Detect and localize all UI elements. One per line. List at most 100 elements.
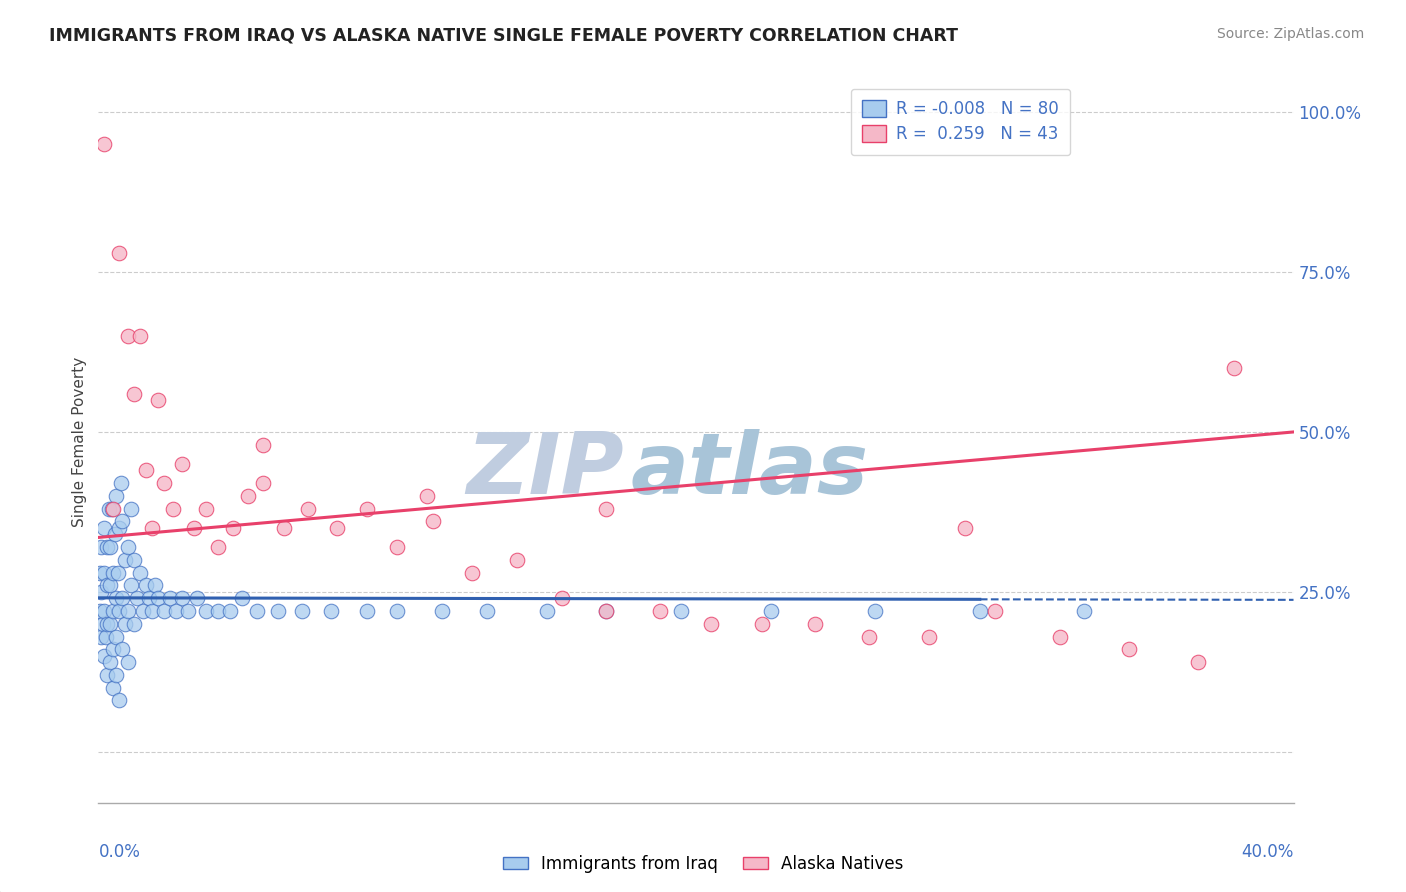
Point bbox=[108, 246, 131, 260]
Point bbox=[165, 604, 187, 618]
Point bbox=[105, 630, 128, 644]
Legend: Immigrants from Iraq, Alaska Natives: Immigrants from Iraq, Alaska Natives bbox=[496, 848, 910, 880]
Point bbox=[89, 604, 111, 618]
Text: 40.0%: 40.0% bbox=[1241, 843, 1294, 861]
Point bbox=[219, 604, 242, 618]
Point bbox=[595, 604, 617, 618]
Point bbox=[650, 604, 672, 618]
Point bbox=[669, 604, 692, 618]
Point bbox=[129, 329, 152, 343]
Point bbox=[117, 604, 139, 618]
Point bbox=[273, 521, 295, 535]
Point bbox=[101, 501, 124, 516]
Point bbox=[103, 604, 125, 618]
Point bbox=[172, 457, 194, 471]
Point bbox=[222, 521, 245, 535]
Point bbox=[90, 540, 112, 554]
Point bbox=[120, 578, 142, 592]
Point bbox=[93, 648, 115, 663]
Point bbox=[953, 521, 976, 535]
Point bbox=[90, 630, 112, 644]
Point bbox=[595, 501, 617, 516]
Point bbox=[96, 668, 118, 682]
Point bbox=[103, 566, 125, 580]
Point bbox=[103, 642, 125, 657]
Point bbox=[96, 578, 118, 592]
Point bbox=[120, 501, 142, 516]
Legend: R = -0.008   N = 80, R =  0.259   N = 43: R = -0.008 N = 80, R = 0.259 N = 43 bbox=[851, 88, 1070, 155]
Point bbox=[107, 566, 129, 580]
Text: 0.0%: 0.0% bbox=[98, 843, 141, 861]
Point bbox=[153, 476, 176, 491]
Point bbox=[111, 591, 134, 606]
Point bbox=[108, 693, 131, 707]
Point bbox=[135, 463, 157, 477]
Point bbox=[93, 604, 115, 618]
Point bbox=[984, 604, 1007, 618]
Point bbox=[141, 521, 163, 535]
Text: IMMIGRANTS FROM IRAQ VS ALASKA NATIVE SINGLE FEMALE POVERTY CORRELATION CHART: IMMIGRANTS FROM IRAQ VS ALASKA NATIVE SI… bbox=[49, 27, 959, 45]
Point bbox=[96, 616, 118, 631]
Point bbox=[132, 604, 155, 618]
Point bbox=[858, 630, 880, 644]
Point bbox=[127, 591, 149, 606]
Point bbox=[104, 527, 127, 541]
Y-axis label: Single Female Poverty: Single Female Poverty bbox=[72, 357, 87, 526]
Point bbox=[759, 604, 782, 618]
Point bbox=[430, 604, 453, 618]
Point bbox=[98, 655, 122, 669]
Point bbox=[1049, 630, 1071, 644]
Point bbox=[321, 604, 343, 618]
Point bbox=[114, 553, 136, 567]
Point bbox=[865, 604, 887, 618]
Point bbox=[98, 540, 122, 554]
Point bbox=[195, 501, 218, 516]
Point bbox=[89, 566, 111, 580]
Point bbox=[105, 489, 128, 503]
Point bbox=[94, 630, 117, 644]
Point bbox=[416, 489, 439, 503]
Text: ZIP: ZIP bbox=[467, 429, 624, 512]
Point bbox=[97, 501, 120, 516]
Point bbox=[236, 489, 259, 503]
Point bbox=[124, 616, 146, 631]
Point bbox=[103, 501, 125, 516]
Point bbox=[159, 591, 181, 606]
Point bbox=[195, 604, 218, 618]
Point bbox=[103, 681, 125, 695]
Point bbox=[93, 137, 115, 152]
Point bbox=[356, 604, 378, 618]
Point bbox=[550, 591, 572, 606]
Point bbox=[1118, 642, 1140, 657]
Point bbox=[231, 591, 253, 606]
Point bbox=[252, 438, 274, 452]
Point bbox=[172, 591, 194, 606]
Point bbox=[96, 540, 118, 554]
Point bbox=[422, 515, 444, 529]
Point bbox=[129, 566, 152, 580]
Point bbox=[291, 604, 314, 618]
Point bbox=[326, 521, 349, 535]
Point bbox=[804, 616, 827, 631]
Point bbox=[506, 553, 529, 567]
Point bbox=[117, 655, 139, 669]
Point bbox=[969, 604, 991, 618]
Point bbox=[252, 476, 274, 491]
Point bbox=[177, 604, 200, 618]
Point bbox=[105, 591, 128, 606]
Point bbox=[186, 591, 208, 606]
Point bbox=[117, 329, 139, 343]
Point bbox=[148, 392, 170, 407]
Point bbox=[153, 604, 176, 618]
Point bbox=[138, 591, 160, 606]
Point bbox=[751, 616, 773, 631]
Point bbox=[117, 540, 139, 554]
Point bbox=[124, 386, 146, 401]
Point bbox=[700, 616, 723, 631]
Point bbox=[148, 591, 170, 606]
Point bbox=[98, 578, 122, 592]
Point bbox=[90, 584, 112, 599]
Point bbox=[111, 642, 134, 657]
Point bbox=[1073, 604, 1095, 618]
Point bbox=[918, 630, 941, 644]
